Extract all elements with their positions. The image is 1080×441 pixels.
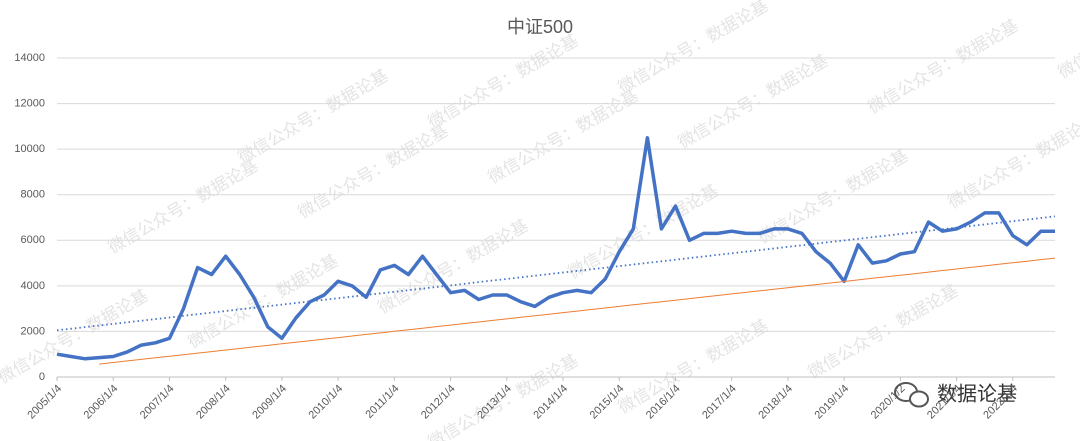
watermark: 微信公众号：数据论基	[565, 181, 722, 282]
watermark: 微信公众号：数据论基	[295, 121, 452, 222]
watermark: 微信公众号：数据论基	[235, 66, 392, 167]
x-tick-label: 2008/1/4	[194, 383, 233, 422]
x-tick-label: 2007/1/4	[138, 383, 177, 422]
watermark: 微信公众号：数据论基	[105, 156, 262, 257]
x-tick-label: 2010/1/4	[307, 383, 346, 422]
x-tick-label: 2005/1/4	[25, 383, 64, 422]
x-tick-label: 2018/1/4	[756, 383, 795, 422]
y-tick-label: 8000	[21, 189, 45, 201]
x-tick-label: 2019/1/4	[813, 383, 852, 422]
watermark: 微信公众号：数据论基	[425, 31, 582, 132]
x-tick-label: 2017/1/4	[700, 383, 739, 422]
y-tick-label: 0	[39, 371, 45, 383]
logo-icon	[909, 390, 929, 408]
series-line	[99, 257, 1056, 365]
logo-text: 数据论基	[937, 382, 1017, 405]
series-line	[56, 215, 1056, 332]
y-tick-label: 6000	[21, 234, 45, 246]
y-tick-label: 10000	[14, 143, 45, 155]
x-tick-label: 2006/1/4	[82, 383, 121, 422]
y-tick-label: 12000	[14, 97, 45, 109]
y-tick-label: 4000	[21, 280, 45, 292]
y-tick-label: 14000	[14, 52, 45, 64]
watermark: 微信公众号：数据论基	[865, 16, 1022, 117]
x-tick-label: 2020/1/2	[869, 383, 908, 422]
watermark: 微信公众号：数据论基	[185, 251, 342, 352]
x-tick-label: 2012/1/4	[419, 383, 458, 422]
x-tick-label: 2009/1/4	[250, 383, 289, 422]
watermark: 微信公众号：数据论基	[1055, 0, 1080, 82]
watermark: 微信公众号：数据论基	[945, 111, 1080, 212]
watermark: 微信公众号：数据论基	[755, 146, 912, 247]
series-line	[56, 136, 1055, 361]
logo: 数据论基	[894, 382, 1017, 408]
watermark: 微信公众号：数据论基	[485, 86, 642, 187]
y-tick-label: 2000	[21, 325, 45, 337]
watermark: 微信公众号：数据论基	[615, 0, 772, 97]
watermark: 微信公众号：数据论基	[675, 51, 832, 152]
x-tick-label: 2011/1/4	[363, 383, 401, 421]
chart-title: 中证500	[507, 17, 573, 37]
